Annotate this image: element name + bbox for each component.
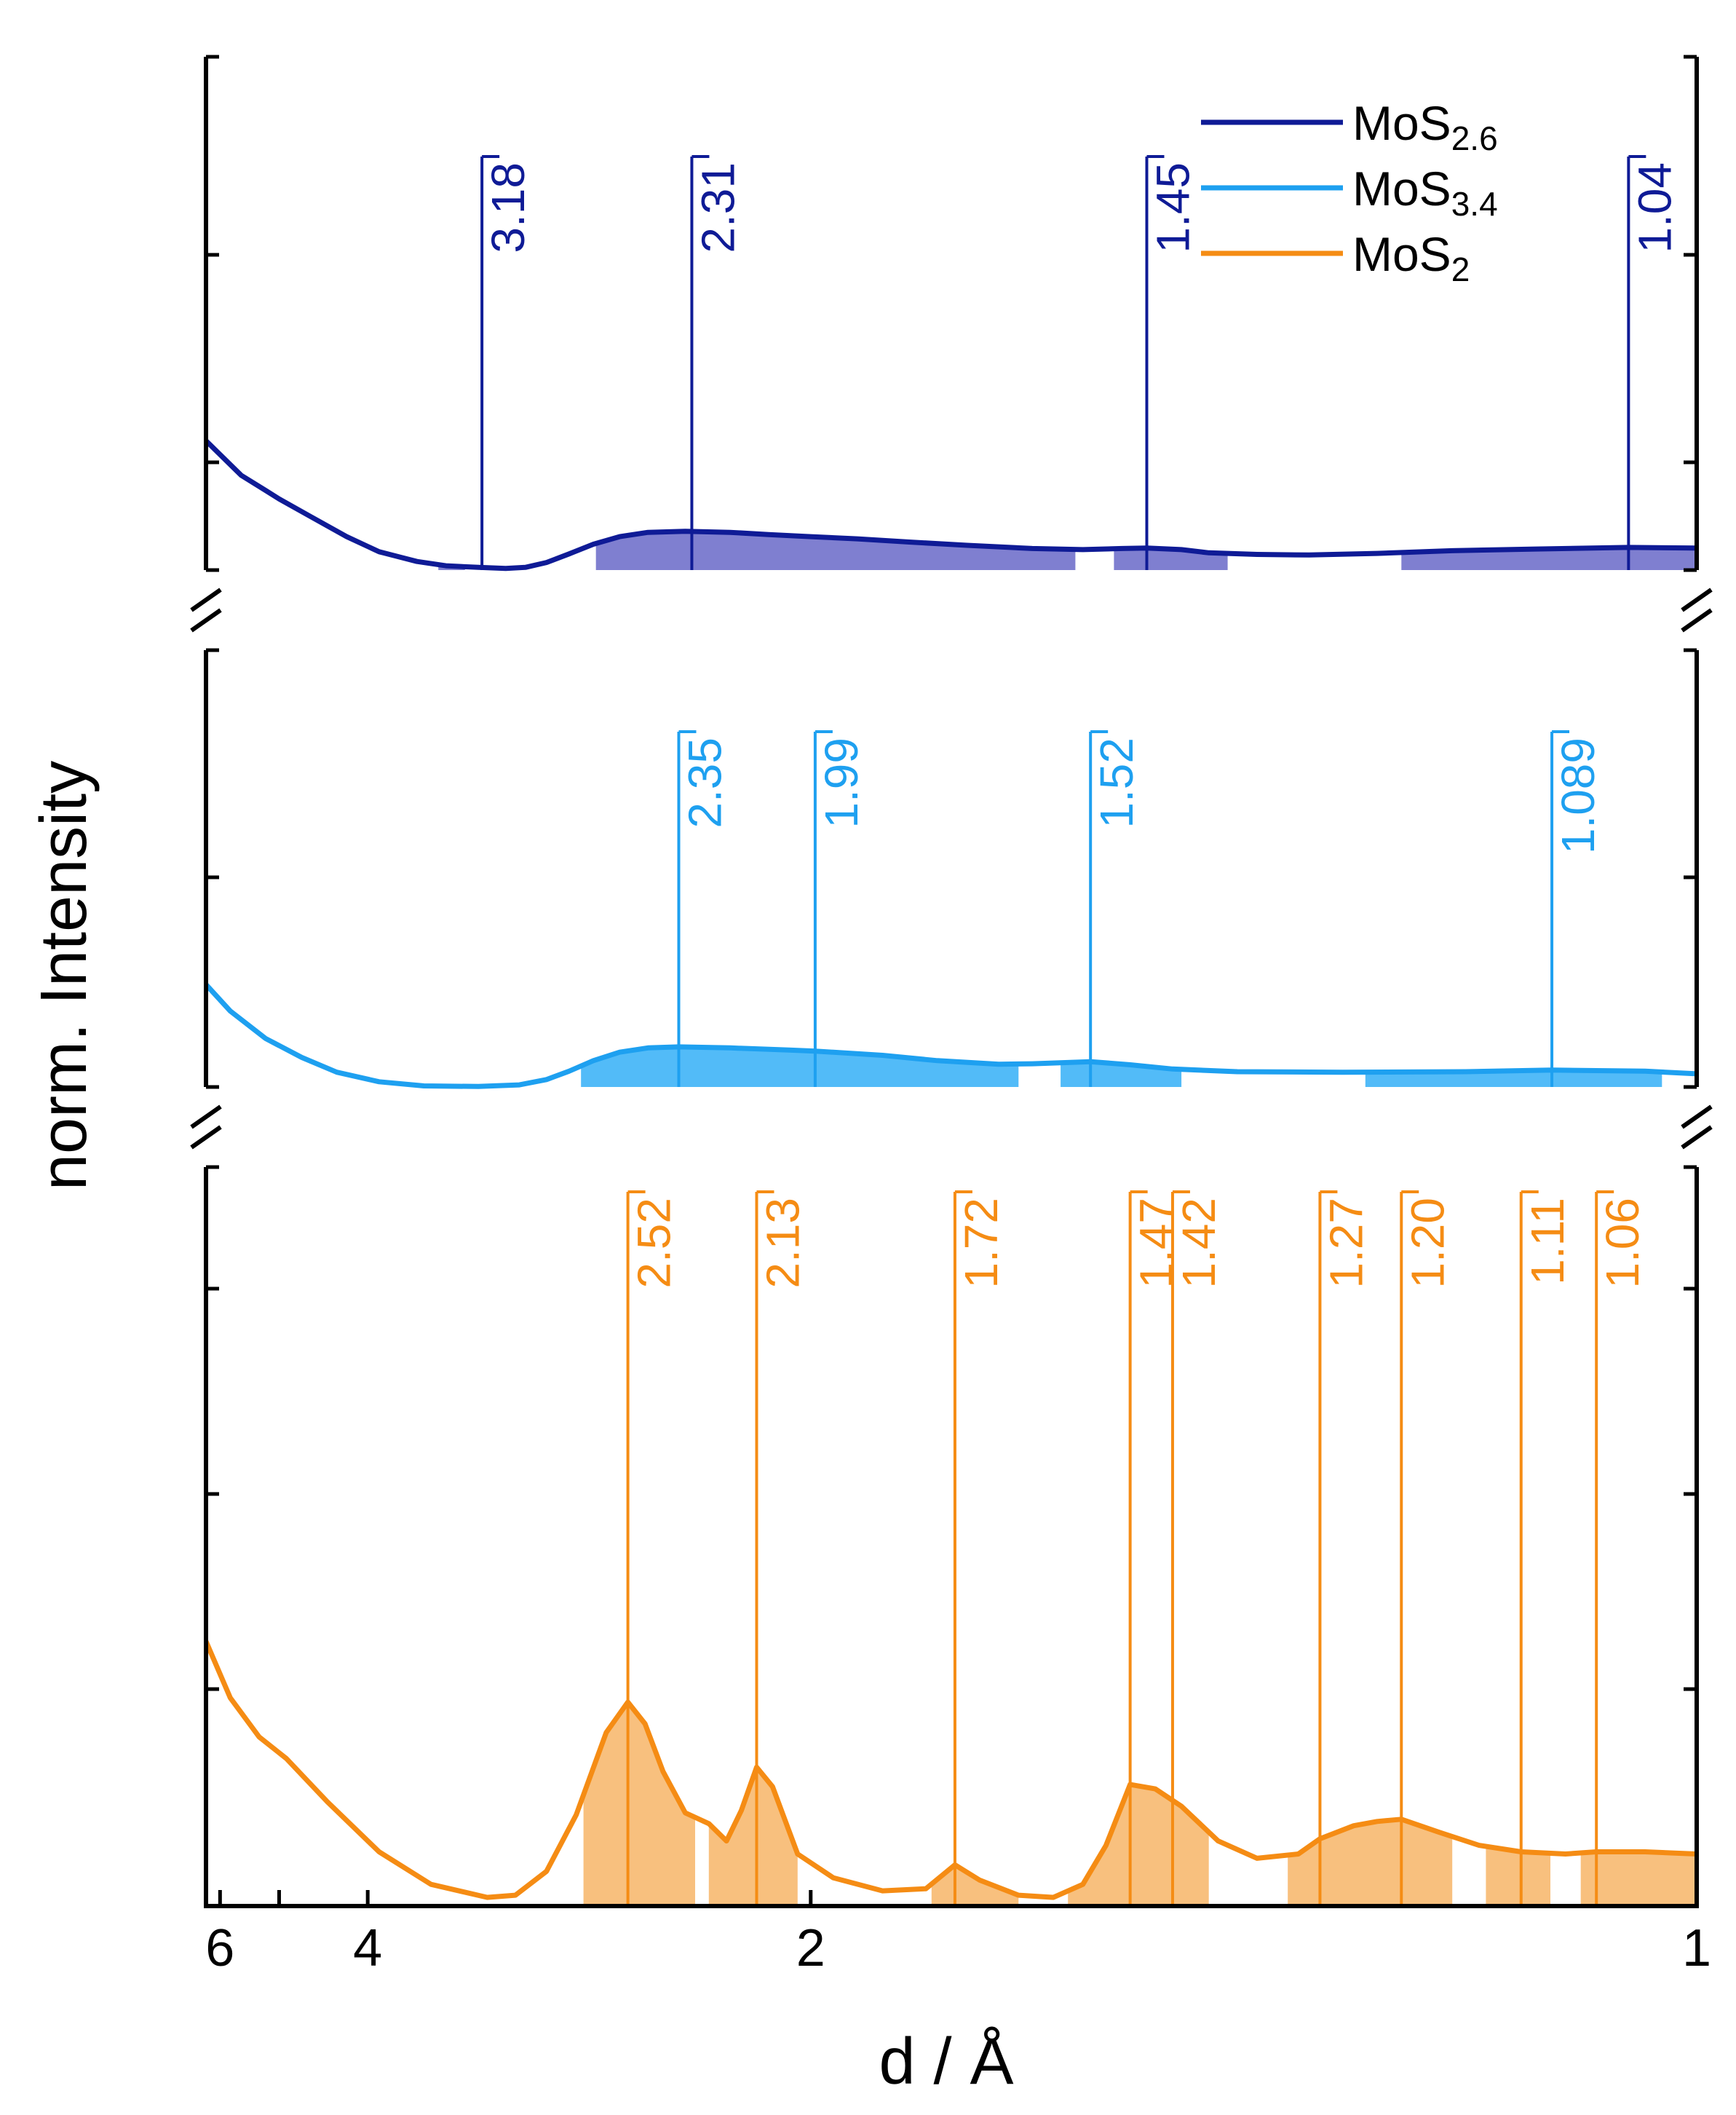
fill-region-3 bbox=[931, 1865, 1019, 1906]
legend-label-3: MoS2 bbox=[1352, 227, 1470, 288]
peak-label-2.35: 2.35 bbox=[679, 738, 732, 829]
y-axis-title: norm. Intensity bbox=[28, 761, 100, 1190]
break-mark-2-left-2 bbox=[190, 1125, 222, 1150]
peak-label-1.27: 1.27 bbox=[1320, 1198, 1372, 1289]
fill-region-2 bbox=[595, 531, 1076, 570]
break-mark-2-left-1 bbox=[190, 1104, 222, 1129]
peak-label-1.20: 1.20 bbox=[1401, 1198, 1454, 1289]
y-axis bbox=[206, 55, 1697, 1908]
fill-region-1 bbox=[583, 1702, 695, 1906]
peak-label-3.18: 3.18 bbox=[482, 162, 534, 253]
panel-3: 2.52 2.13 1.72 1.471.42 1.27 1.20 1.11 1.06 bbox=[206, 1190, 1697, 1906]
peak-label-1.06: 1.06 bbox=[1596, 1198, 1649, 1289]
peak-label-1.45: 1.45 bbox=[1147, 162, 1200, 253]
series-line-MoS3.4 bbox=[206, 982, 1697, 1089]
series-line-MoS2.6 bbox=[206, 438, 1697, 572]
peak-label-1.42: 1.42 bbox=[1173, 1198, 1225, 1289]
legend-subscript-2: 3.4 bbox=[1451, 185, 1498, 223]
peak-label-1.11: 1.11 bbox=[1521, 1198, 1574, 1285]
x-tick-label-4: 4 bbox=[353, 1919, 382, 1977]
fill-region-5 bbox=[1288, 1819, 1453, 1906]
x-tick-label-2: 2 bbox=[796, 1919, 825, 1977]
legend-subscript-1: 2.6 bbox=[1451, 119, 1498, 157]
peak-label-2.31: 2.31 bbox=[691, 162, 744, 253]
legend-label-2: MoS3.4 bbox=[1352, 162, 1498, 223]
peak-label-1.04: 1.04 bbox=[1628, 162, 1681, 253]
x-tick-label-1: 1 bbox=[1682, 1919, 1711, 1977]
panel-1: 3.18 2.31 1.45 1.04 bbox=[206, 155, 1697, 572]
break-mark-1-right-2 bbox=[1681, 608, 1713, 633]
axis-breaks bbox=[190, 588, 1713, 1150]
break-mark-2-right-1 bbox=[1681, 1104, 1713, 1129]
x-axis: 6 4 2 1 bbox=[205, 1890, 1711, 1977]
fill-region-4 bbox=[1068, 1784, 1209, 1906]
axes-frame bbox=[204, 57, 1699, 1908]
panels: 3.18 2.31 1.45 1.04 2.35 1.99 1.52 1.089 2.52 2.1… bbox=[206, 155, 1697, 1906]
fill-region-6 bbox=[1486, 1846, 1550, 1906]
legend-label-1: MoS2.6 bbox=[1352, 96, 1498, 157]
panel-2: 2.35 1.99 1.52 1.089 bbox=[206, 730, 1697, 1089]
break-mark-2-right-2 bbox=[1681, 1125, 1713, 1150]
peak-label-2.13: 2.13 bbox=[757, 1198, 809, 1289]
legend-subscript-3: 2 bbox=[1451, 250, 1470, 288]
peak-label-2.52: 2.52 bbox=[628, 1198, 681, 1289]
break-mark-1-left-2 bbox=[190, 608, 222, 633]
break-mark-1-left-1 bbox=[190, 588, 222, 612]
x-tick-label-6: 6 bbox=[205, 1919, 234, 1977]
fill-region-2 bbox=[708, 1768, 798, 1906]
peak-label-1.99: 1.99 bbox=[815, 738, 868, 829]
fill-region-1 bbox=[581, 1046, 1019, 1087]
break-mark-1-right-1 bbox=[1681, 588, 1713, 612]
x-axis-title: d / Å bbox=[879, 2025, 1013, 2098]
peak-label-1.72: 1.72 bbox=[955, 1198, 1007, 1289]
fill-region-4 bbox=[1401, 547, 1697, 570]
peak-label-1.089: 1.089 bbox=[1552, 738, 1604, 854]
series-line-MoS2 bbox=[206, 1640, 1697, 1900]
peak-label-1.52: 1.52 bbox=[1090, 738, 1143, 829]
fill-region-7 bbox=[1580, 1851, 1697, 1906]
